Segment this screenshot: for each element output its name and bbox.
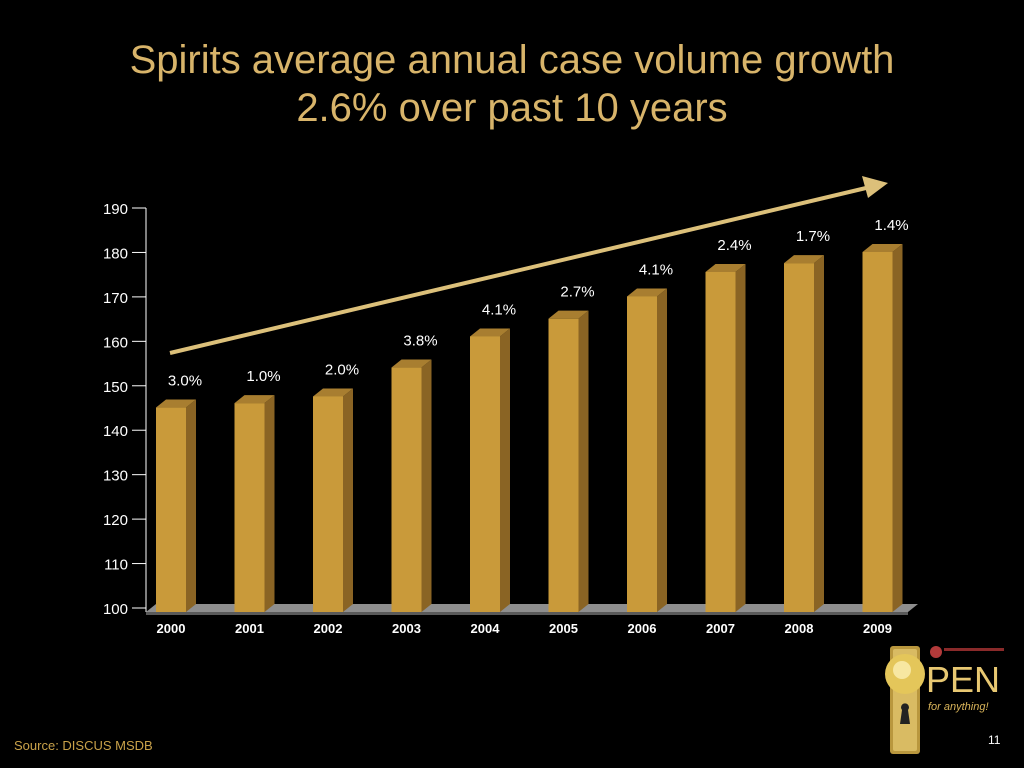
data-label: 1.4% [874,217,908,234]
data-label: 3.0% [168,373,202,390]
bar-top [156,399,196,408]
data-labels: 3.0% 1.0% 2.0% 3.8% 4.1% 2.7% 4.1% 2.4% 1.7% 1.4% [168,217,909,390]
logo-word: PEN [926,659,1000,700]
bar-2006 [627,288,667,612]
x-tick-label: 2007 [706,621,735,636]
bar-top [391,359,432,368]
bar-top [784,255,824,264]
badge-text-line [944,648,1004,651]
bar-2008 [784,255,824,612]
bar-front [470,336,500,612]
bar-front [156,407,186,612]
bar-top [234,395,275,404]
bar-side [500,328,510,612]
y-tick-label: 110 [104,557,128,574]
x-tick-label: 2003 [392,621,421,636]
y-tick-label: 120 [103,512,128,529]
data-label: 4.1% [639,261,673,278]
trend-arrow [169,176,888,355]
x-tick-label: 2005 [549,621,578,636]
bar-top [313,388,353,397]
data-label: 2.7% [560,284,594,301]
title-line-2: 2.6% over past 10 years [296,86,728,130]
y-tick-label: 180 [103,245,128,262]
bar-2004 [470,328,510,612]
bar-top [470,328,510,337]
y-tick-label: 160 [103,334,128,351]
x-tick-label: 2000 [157,621,186,636]
bar-top [705,264,746,272]
keyhole [900,703,910,724]
bar-2007 [705,264,746,612]
bar-side [343,388,353,612]
y-tick-label: 150 [103,379,128,396]
data-label: 3.8% [403,333,437,350]
bar-front [548,318,579,612]
bar-front [862,252,893,612]
logo-tagline: for anything! [928,701,989,713]
x-tick-label: 2009 [863,621,892,636]
bar-2005 [548,310,589,612]
bar-top [548,310,589,319]
y-tick-label: 190 [103,201,128,218]
bar-front [313,396,343,612]
floor-edge [146,612,908,615]
bar-2003 [391,359,432,612]
knob-highlight [893,661,911,679]
bar-side [892,244,903,612]
x-tick-label: 2004 [471,621,501,636]
bar-2009 [862,244,903,612]
bar-2002 [313,388,353,612]
chart-title: Spirits average annual case volume growt… [0,36,1024,132]
bar-top [862,244,903,252]
badge-icon [930,646,942,658]
x-axis-ticks: 2000 2001 2002 2003 2004 2005 2006 2007 2008 2009 [157,621,892,636]
bar-front [784,263,814,612]
title-line-1: Spirits average annual case volume growt… [129,38,895,82]
open-logo: PEN for anything! [885,646,1004,754]
bar-2000 [156,399,196,612]
data-label: 2.0% [325,361,359,378]
bar-2001 [234,395,275,612]
page-number: 11 [988,733,1001,747]
y-tick-label: 130 [103,468,128,485]
x-tick-label: 2002 [314,621,343,636]
data-label: 1.7% [796,228,830,245]
bar-side [186,399,196,612]
data-label: 2.4% [717,237,751,254]
bar-front [705,272,736,612]
source-note: Source: DISCUS MSDB [14,738,153,753]
bar-front [391,367,422,612]
y-axis: 100 110 120 130 140 150 160 170 180 190 [103,201,147,618]
bar-side [735,264,746,612]
data-label: 1.0% [246,368,280,385]
bar-side [578,310,589,612]
bar-side [264,395,275,612]
bar-front [627,296,657,612]
bar-front [234,403,265,612]
x-tick-label: 2006 [628,621,657,636]
bar-side [657,288,667,612]
y-tick-label: 140 [103,423,128,440]
trend-arrow-head [862,176,888,198]
trend-arrow-shaft [169,186,867,355]
bar-side [421,359,432,612]
bar-top [627,288,667,297]
bar-series [156,244,903,612]
y-tick-label: 170 [103,290,128,307]
y-tick-label: 100 [103,601,128,618]
x-tick-label: 2001 [235,621,264,636]
bar-side [814,255,824,612]
data-label: 4.1% [482,301,516,318]
x-tick-label: 2008 [785,621,814,636]
